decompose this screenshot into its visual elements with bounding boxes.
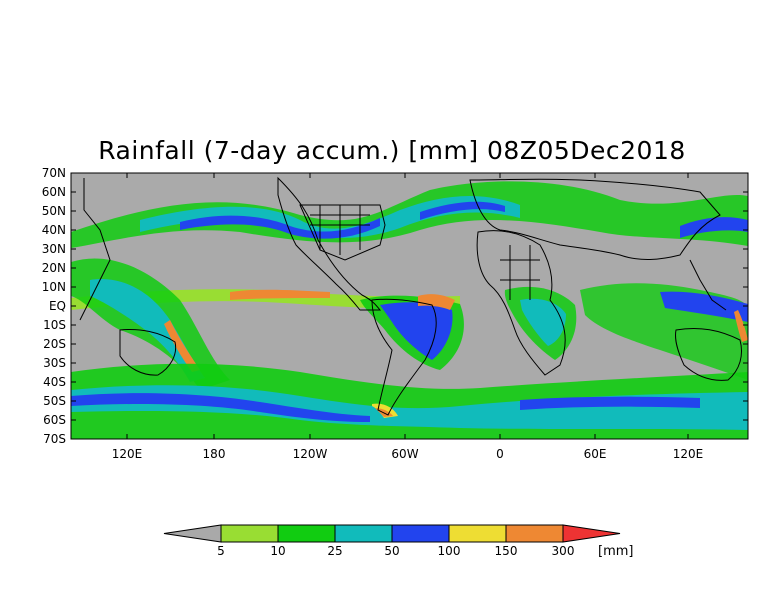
lat-label: 20S: [43, 337, 66, 351]
lat-label: 20N: [42, 261, 66, 275]
lat-label: 70S: [43, 432, 66, 446]
lon-label: 0: [496, 447, 504, 461]
lat-label: 40S: [43, 375, 66, 389]
colorbar-threshold-label: 5: [217, 544, 225, 558]
colorbar-threshold-label: 25: [327, 544, 342, 558]
colorbar-segment: [277, 524, 336, 543]
lat-label: 60N: [42, 185, 66, 199]
colorbar-segment: [391, 524, 450, 543]
colorbar-segment: [505, 524, 564, 543]
lat-label: 60S: [43, 413, 66, 427]
colorbar-threshold-label: 150: [495, 544, 518, 558]
lon-label: 120W: [293, 447, 328, 461]
colorbar-threshold-label: 300: [552, 544, 575, 558]
colorbar-threshold-label: 50: [384, 544, 399, 558]
lat-label: 10N: [42, 280, 66, 294]
lat-label: 50S: [43, 394, 66, 408]
lat-label: 30S: [43, 356, 66, 370]
lon-label: 120E: [673, 447, 704, 461]
colorbar-segment: [448, 524, 507, 543]
lon-label: 180: [203, 447, 226, 461]
lon-label: 60W: [391, 447, 418, 461]
colorbar-min-triangle: [163, 524, 222, 543]
precipitation-field: [71, 176, 748, 439]
map-title: Rainfall (7-day accum.) [mm] 08Z05Dec201…: [98, 136, 686, 165]
latitude-axis: 70N 60N 50N 40N 30N 20N 10N EQ 10S 20S 30S 40S 50S 60…: [42, 166, 748, 446]
longitude-axis: 120E 180 120W 60W 0 60E 120E: [112, 173, 704, 461]
lon-label: 60E: [584, 447, 607, 461]
colorbar: 5 10 25 50 100 150 300: [163, 524, 621, 558]
lat-label: 40N: [42, 223, 66, 237]
lon-label: 120E: [112, 447, 143, 461]
colorbar-segment: [220, 524, 279, 543]
colorbar-unit-label: [mm]: [598, 544, 633, 559]
lat-label: EQ: [49, 299, 66, 313]
colorbar-max-triangle: [562, 524, 621, 543]
colorbar-segment: [334, 524, 393, 543]
lat-label: 10S: [43, 318, 66, 332]
colorbar-threshold-label: 10: [270, 544, 285, 558]
lat-label: 50N: [42, 204, 66, 218]
colorbar-threshold-label: 100: [438, 544, 461, 558]
lat-label: 70N: [42, 166, 66, 180]
lat-label: 30N: [42, 242, 66, 256]
